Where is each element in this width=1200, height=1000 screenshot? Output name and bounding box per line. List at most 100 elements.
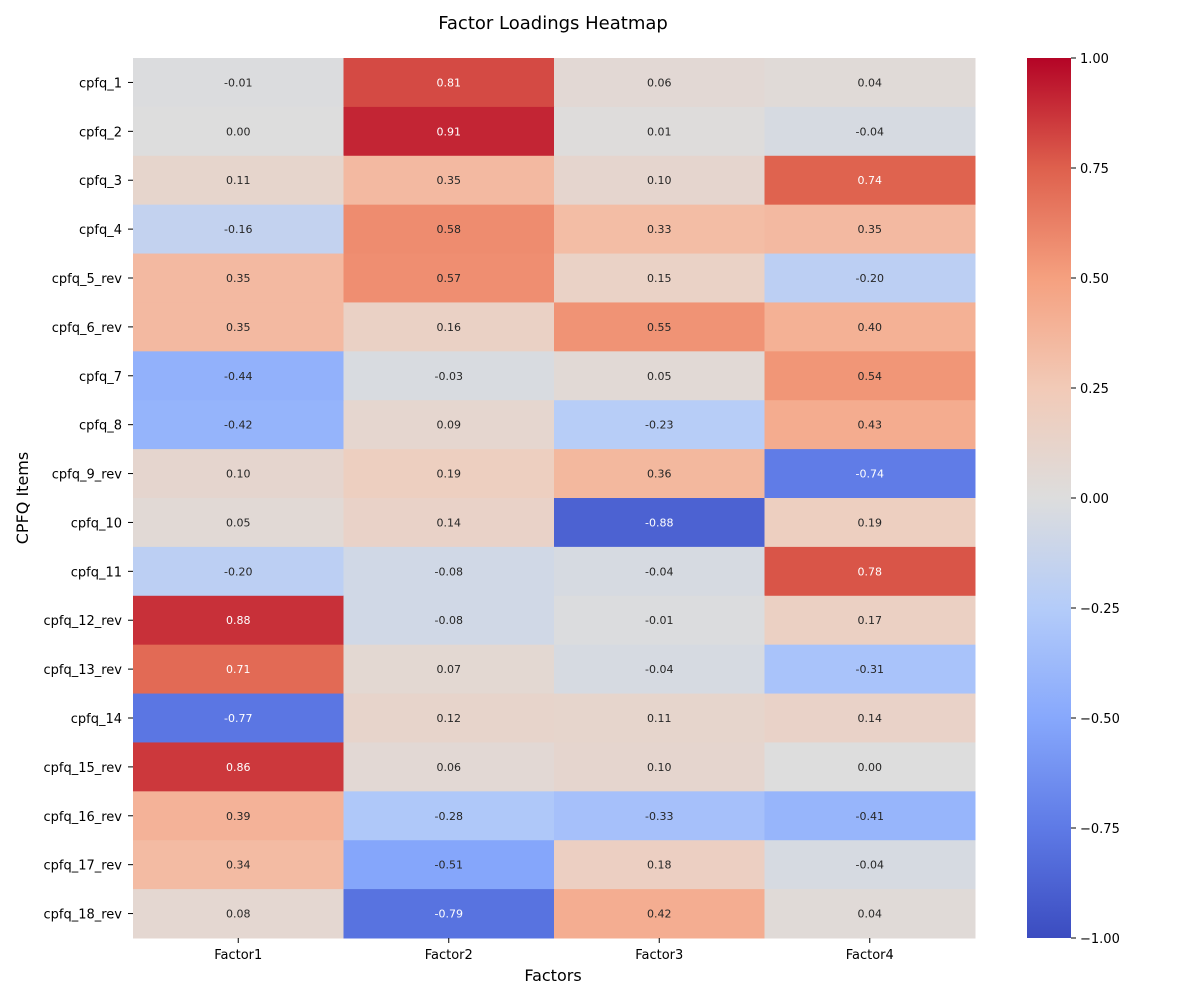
cell-value-label: 0.19 <box>858 516 883 529</box>
cell-value-label: 0.05 <box>226 516 251 529</box>
row-tick-label: cpfq_10 <box>71 516 122 531</box>
heatmap-cell <box>343 302 555 352</box>
cell-value-label: 0.05 <box>647 370 672 383</box>
row-tick-label: cpfq_13_rev <box>43 663 122 678</box>
heatmap-cell <box>764 498 976 548</box>
cell-value-label: 0.04 <box>858 908 883 921</box>
cell-value-label: 0.10 <box>226 468 251 481</box>
heatmap-cell <box>343 351 555 401</box>
cell-value-label: 0.07 <box>437 663 462 676</box>
cell-value-label: -0.44 <box>224 370 252 383</box>
cell-value-label: 0.40 <box>858 321 883 334</box>
colorbar-tick-label: −0.50 <box>1080 712 1120 727</box>
row-tick-label: cpfq_9_rev <box>52 468 123 483</box>
colorbar-tick-label: 0.25 <box>1080 382 1109 397</box>
column-tick-label: Factor1 <box>214 948 262 963</box>
heatmap-cell <box>343 204 555 255</box>
heatmap-cell <box>343 791 555 841</box>
heatmap-cell <box>764 253 976 303</box>
cell-value-label: -0.31 <box>856 663 884 676</box>
colorbar-tick-label: −1.00 <box>1080 932 1120 947</box>
row-tick-label: cpfq_12_rev <box>43 614 122 629</box>
heatmap-cell <box>133 400 344 450</box>
cell-value-label: 0.43 <box>858 419 883 432</box>
row-tick-label: cpfq_6_rev <box>52 321 123 336</box>
heatmap-cell <box>764 302 976 352</box>
cell-value-label: 0.18 <box>647 859 672 872</box>
heatmap-cell <box>343 693 555 743</box>
cell-value-label: 0.17 <box>858 614 883 627</box>
cell-value-label: 0.35 <box>226 321 251 334</box>
heatmap-cell <box>554 791 765 841</box>
cell-value-label: 0.42 <box>647 908 672 921</box>
heatmap-cell <box>133 889 344 939</box>
heatmap-cell <box>764 155 976 206</box>
heatmap-cell <box>343 400 555 450</box>
heatmap-cell <box>764 693 976 743</box>
heatmap-cell <box>764 546 976 597</box>
cell-value-label: -0.03 <box>435 370 463 383</box>
heatmap-cell <box>133 840 344 890</box>
chart-title: Factor Loadings Heatmap <box>438 13 668 34</box>
cell-value-label: -0.51 <box>435 859 463 872</box>
column-tick-label: Factor3 <box>635 948 683 963</box>
row-tick-label: cpfq_18_rev <box>43 908 122 923</box>
heatmap-cell <box>764 742 976 792</box>
heatmap-cell <box>764 791 976 841</box>
heatmap-cell <box>764 840 976 890</box>
heatmap-cell <box>554 644 765 695</box>
cell-value-label: -0.16 <box>224 223 252 236</box>
colorbar-tick-label: 0.00 <box>1080 492 1109 507</box>
heatmap-cell <box>133 58 344 108</box>
cell-value-label: 0.33 <box>647 223 672 236</box>
heatmap-cell <box>343 840 555 890</box>
cell-value-label: 0.35 <box>437 174 462 187</box>
heatmap-cell <box>133 595 344 646</box>
cell-value-label: 0.04 <box>858 76 883 89</box>
heatmap-cell <box>343 742 555 792</box>
heatmap-cell <box>554 106 765 157</box>
cell-value-label: -0.20 <box>856 272 884 285</box>
cell-value-label: 0.55 <box>647 321 672 334</box>
cell-value-label: -0.08 <box>435 565 463 578</box>
cell-value-label: 0.15 <box>647 272 672 285</box>
heatmap-cell <box>764 400 976 450</box>
row-tick-label: cpfq_15_rev <box>43 761 122 776</box>
heatmap-cell <box>764 58 976 108</box>
heatmap-cell <box>764 204 976 255</box>
cell-value-label: 0.06 <box>647 76 672 89</box>
row-tick-label: cpfq_11 <box>71 565 122 580</box>
heatmap-cell <box>133 106 344 157</box>
heatmap-cell <box>133 449 344 499</box>
cell-value-label: -0.04 <box>645 565 673 578</box>
heatmap-cell <box>343 546 555 597</box>
heatmap-cell-labels: -0.01 0.81 0.06 0.04 0.00 0.91 0.01 -0.04 0.11 0.… <box>224 76 884 920</box>
cell-value-label: -0.04 <box>645 663 673 676</box>
heatmap-cell <box>554 400 765 450</box>
cell-value-label: 0.35 <box>226 272 251 285</box>
heatmap-cell <box>554 889 765 939</box>
heatmap-cell <box>554 302 765 352</box>
colorbar-tick-label: 0.75 <box>1080 162 1109 177</box>
cell-value-label: 0.00 <box>226 125 251 138</box>
cell-value-label: -0.74 <box>856 468 884 481</box>
heatmap-cell <box>133 155 344 206</box>
cell-value-label: 0.14 <box>858 712 883 725</box>
heatmap-cell <box>343 644 555 695</box>
cell-value-label: -0.01 <box>224 76 252 89</box>
cell-value-label: 0.34 <box>226 859 251 872</box>
cell-value-label: -0.79 <box>435 908 463 921</box>
cell-value-label: 0.57 <box>437 272 462 285</box>
colorbar-tick-label: 0.50 <box>1080 272 1109 287</box>
cell-value-label: 0.06 <box>437 761 462 774</box>
row-tick-label: cpfq_4 <box>79 223 122 238</box>
cell-value-label: 0.35 <box>858 223 883 236</box>
colorbar-tick-label: −0.25 <box>1080 602 1120 617</box>
cell-value-label: 0.81 <box>437 76 462 89</box>
heatmap-cell <box>554 58 765 108</box>
y-axis-label: CPFQ Items <box>13 452 32 544</box>
row-tick-label: cpfq_1 <box>79 76 122 91</box>
cell-value-label: -0.20 <box>224 565 252 578</box>
cell-value-label: -0.23 <box>645 419 673 432</box>
heatmap-cell <box>554 449 765 499</box>
